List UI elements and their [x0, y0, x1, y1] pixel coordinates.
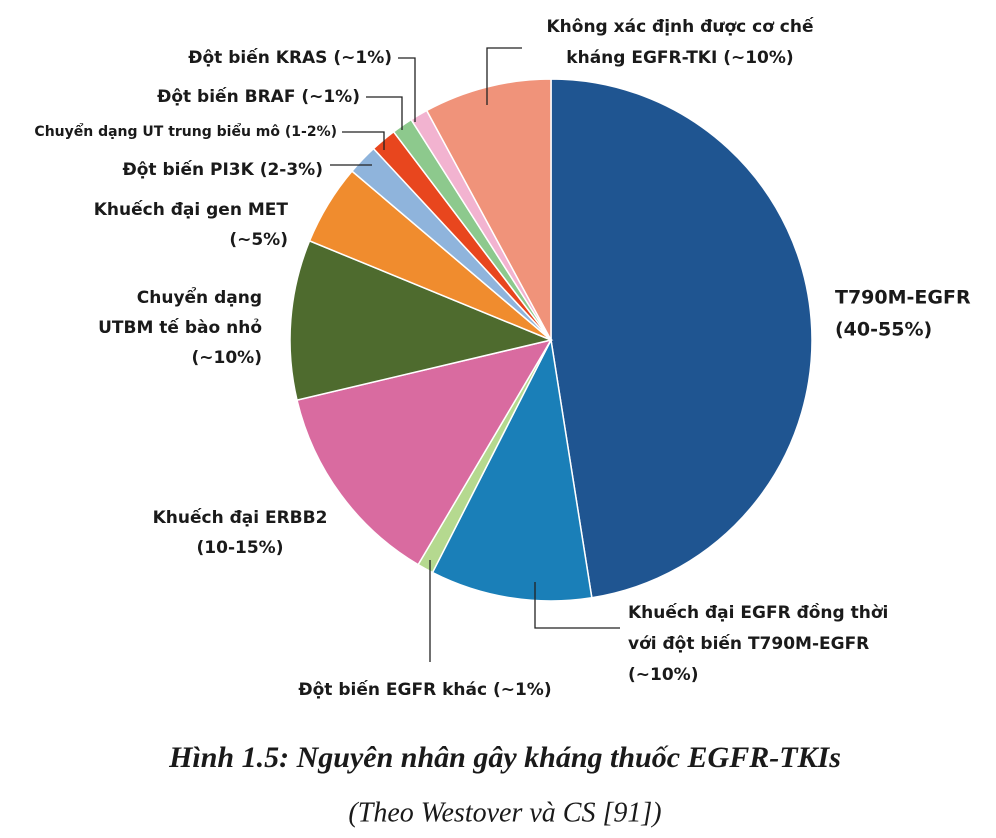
slice-label: (~10%): [192, 348, 262, 368]
slice-label: Đột biến KRAS (~1%): [188, 47, 392, 68]
leader-line: [366, 96, 403, 130]
slice-label: Đột biến PI3K (2-3%): [122, 159, 323, 180]
slice-label: Khuếch đại EGFR đồng thời: [628, 602, 888, 623]
slice-label: UTBM tế bào nhỏ: [98, 317, 262, 338]
leader-line: [534, 582, 620, 629]
slice-label: Đột biến BRAF (~1%): [157, 86, 360, 107]
leader-line: [486, 47, 522, 105]
leader-line: [342, 131, 385, 150]
pie-slice: [296, 338, 553, 566]
slice-label: (10-15%): [197, 538, 284, 558]
chart-title: Hình 1.5: Nguyên nhân gây kháng thuốc EG…: [168, 741, 841, 774]
pie-slice: [431, 337, 593, 602]
slice-label: Khuếch đại gen MET: [94, 199, 289, 220]
slice-label: kháng EGFR-TKI (~10%): [566, 48, 793, 68]
slice-label: T790M-EGFR: [835, 287, 971, 309]
slice-label: (~5%): [229, 230, 288, 250]
slice-label: Không xác định được cơ chế: [546, 16, 813, 37]
slice-label: Chuyển dạng: [137, 286, 262, 308]
slice-label: Đột biến EGFR khác (~1%): [298, 679, 551, 700]
slice-label: Chuyển dạng UT trung biểu mô (1-2%): [34, 123, 337, 140]
leader-line: [398, 57, 416, 122]
slice-label: (~10%): [628, 665, 698, 685]
slice-label: Khuếch đại ERBB2: [153, 507, 328, 528]
pie-slice: [550, 78, 813, 599]
labels: T790M-EGFR (40-55%) Khuếch đại EGFR đồng t…: [34, 16, 971, 700]
slice-label: với đột biến T790M-EGFR: [628, 633, 869, 654]
slice-label: (40-55%): [835, 319, 932, 341]
chart-subtitle: (Theo Westover và CS [91]): [348, 797, 661, 828]
pie-slice: [289, 239, 554, 402]
pie: [289, 78, 813, 602]
